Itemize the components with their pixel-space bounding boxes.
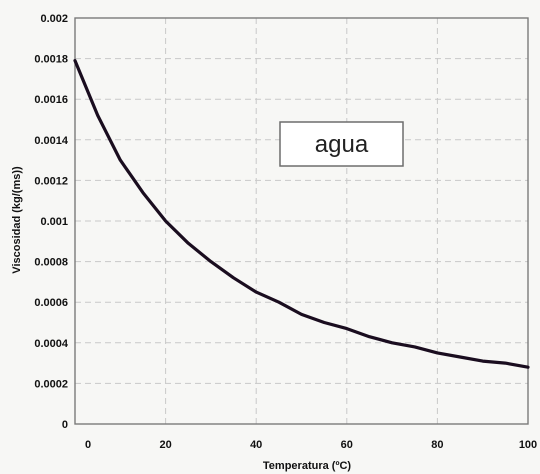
legend-label: agua (315, 131, 369, 158)
x-tick-label: 40 (250, 439, 262, 451)
x-tick-label: 0 (85, 439, 91, 451)
y-tick-label: 0.0004 (34, 338, 69, 350)
y-tick-label: 0.0016 (34, 94, 68, 106)
x-tick-label: 60 (341, 439, 353, 451)
x-axis-title: Temperatura (ºC) (263, 460, 351, 472)
series-line-agua (73, 58, 530, 369)
y-tick-label: 0 (62, 419, 68, 431)
y-tick-label: 0.001 (40, 216, 68, 228)
y-tick-label: 0.0006 (34, 297, 68, 309)
grid (75, 18, 528, 424)
x-tick-labels: 0 20 40 60 80 100 (85, 439, 537, 451)
legend: agua (279, 121, 404, 167)
x-tick-label: 20 (159, 439, 171, 451)
y-axis-title: Viscosidad (kg/(ms)) (11, 166, 23, 274)
y-tick-label: 0.002 (40, 13, 68, 25)
y-tick-label: 0.0008 (34, 257, 68, 269)
y-tick-label: 0.0002 (34, 378, 68, 390)
y-tick-label: 0.0018 (34, 54, 68, 66)
plot-frame (74, 17, 529, 425)
x-tick-label: 100 (519, 439, 537, 451)
y-tick-label: 0.0012 (34, 175, 68, 187)
y-tick-label: 0.0014 (34, 135, 69, 147)
x-tick-label: 80 (431, 439, 443, 451)
legend-box (279, 121, 404, 167)
series-layer (73, 58, 530, 369)
y-tick-labels: 0 0.0002 0.0004 0.0006 0.0008 0.001 0.0012 0.00… (34, 13, 69, 431)
